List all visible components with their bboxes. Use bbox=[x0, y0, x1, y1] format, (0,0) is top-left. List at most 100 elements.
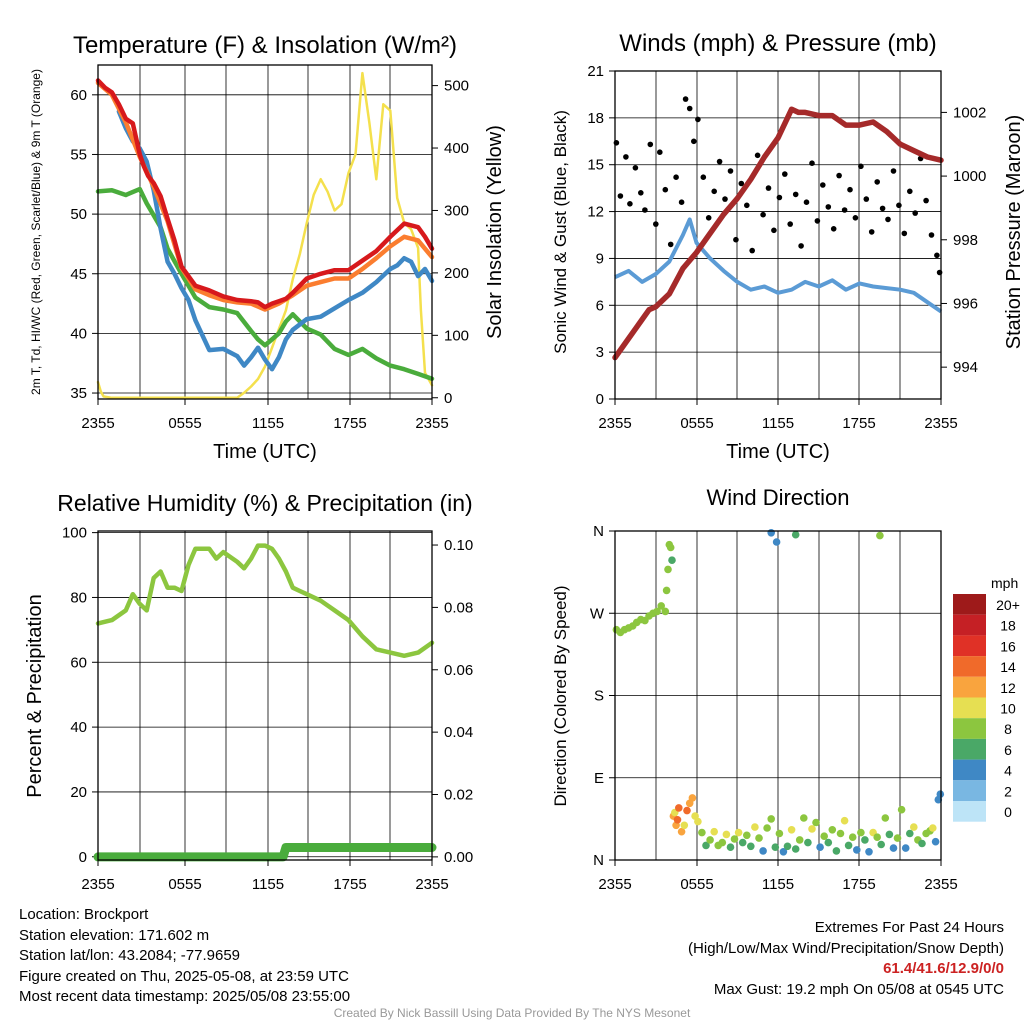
legend-swatch bbox=[953, 594, 986, 615]
y-tick-label: 3 bbox=[596, 344, 604, 361]
y-tick-label: 50 bbox=[70, 206, 87, 223]
plot-border bbox=[97, 64, 433, 400]
gust-point bbox=[879, 205, 886, 212]
gust-point bbox=[809, 160, 815, 166]
direction-point bbox=[889, 844, 898, 852]
direction-point bbox=[906, 829, 914, 838]
x-tick-label: 1155 bbox=[252, 876, 284, 893]
direction-point bbox=[677, 827, 686, 836]
y2-tick-label: 500 bbox=[444, 78, 469, 95]
gust-point bbox=[868, 229, 875, 235]
station-location: Location: Brockport bbox=[19, 906, 149, 923]
legend-label: 8 bbox=[1004, 721, 1012, 737]
gust-point bbox=[657, 149, 663, 155]
direction-point bbox=[918, 839, 926, 848]
gust-point bbox=[771, 227, 777, 234]
direction-point bbox=[901, 844, 910, 852]
legend-label: 20+ bbox=[996, 597, 1020, 613]
x-tick-label: 2355 bbox=[81, 415, 114, 432]
direction-point bbox=[664, 565, 672, 574]
direction-point bbox=[755, 834, 763, 842]
direction-point bbox=[662, 586, 671, 595]
direction-point bbox=[816, 843, 824, 851]
gust-point bbox=[727, 168, 734, 174]
y2-tick-label: 1000 bbox=[953, 168, 986, 185]
x-tick-label: 1755 bbox=[333, 415, 366, 432]
y-tick-label: N bbox=[593, 523, 604, 540]
direction-point bbox=[877, 840, 885, 849]
direction-point bbox=[680, 821, 689, 830]
y-tick-label: 55 bbox=[70, 146, 87, 163]
legend-swatch bbox=[953, 780, 986, 801]
gust-point bbox=[738, 180, 745, 187]
direction-point bbox=[775, 829, 784, 838]
credits-text: Created By Nick Bassill Using Data Provi… bbox=[333, 1006, 691, 1020]
direction-point bbox=[675, 804, 683, 812]
recent-data-timestamp: Most recent data timestamp: 2025/05/08 2… bbox=[19, 988, 351, 1005]
direction-point bbox=[730, 835, 739, 843]
gust-point bbox=[722, 196, 728, 202]
gust-point bbox=[836, 172, 842, 179]
direction-point bbox=[824, 838, 833, 847]
gust-point bbox=[760, 211, 766, 218]
y2-tick-label: 0.06 bbox=[444, 662, 473, 679]
direction-point bbox=[840, 816, 849, 825]
gust-point bbox=[711, 188, 717, 195]
y-tick-label: 21 bbox=[587, 63, 604, 80]
y2-tick-label: 0.10 bbox=[444, 537, 473, 554]
direction-point bbox=[783, 842, 792, 851]
direction-point bbox=[865, 848, 873, 856]
gust-point bbox=[847, 186, 853, 193]
series-line-relative-humidity bbox=[95, 543, 435, 659]
gust-point bbox=[678, 199, 685, 205]
direction-point bbox=[791, 530, 800, 539]
x-tick-label: 1155 bbox=[762, 415, 794, 432]
direction-point bbox=[751, 823, 759, 831]
x-tick-label: 0555 bbox=[680, 415, 713, 432]
y-tick-label: 40 bbox=[70, 325, 87, 342]
direction-point bbox=[771, 843, 780, 851]
direction-point bbox=[673, 816, 682, 824]
series-line-td bbox=[95, 186, 435, 381]
direction-point bbox=[791, 845, 800, 853]
gust-point bbox=[776, 194, 783, 201]
direction-point bbox=[820, 832, 828, 840]
series-line-2m-t bbox=[95, 78, 435, 310]
legend-title: mph bbox=[991, 575, 1018, 591]
direction-point bbox=[893, 834, 902, 842]
legend-swatch bbox=[953, 676, 986, 698]
y2-tick-label: 1002 bbox=[953, 104, 986, 121]
y2-tick-label: 200 bbox=[444, 265, 469, 282]
figure-created: Figure created on Thu, 2025-05-08, at 23… bbox=[19, 967, 349, 985]
x-tick-label: 1155 bbox=[252, 415, 284, 432]
direction-point bbox=[808, 825, 816, 833]
chart-title: Relative Humidity (%) & Precipitation (i… bbox=[57, 490, 472, 516]
gust-point bbox=[907, 188, 913, 195]
x-tick-label: 2355 bbox=[415, 876, 448, 893]
direction-point bbox=[929, 824, 937, 832]
y-tick-label: 45 bbox=[70, 266, 87, 283]
direction-point bbox=[873, 833, 881, 841]
direction-point bbox=[848, 833, 857, 841]
series-line-precipitation bbox=[93, 843, 437, 862]
gust-point bbox=[782, 171, 788, 177]
gust-point bbox=[691, 138, 697, 145]
legend-label: 4 bbox=[1004, 763, 1012, 779]
legend-swatch bbox=[953, 759, 986, 781]
gust-point bbox=[744, 202, 750, 209]
gust-point bbox=[841, 207, 848, 213]
direction-point bbox=[706, 836, 714, 844]
gust-point bbox=[638, 190, 644, 196]
y2-tick-label: 0.08 bbox=[444, 599, 473, 616]
plot-border bbox=[97, 530, 433, 861]
direction-point bbox=[698, 828, 706, 837]
x-tick-label: 2355 bbox=[924, 876, 957, 893]
gust-point bbox=[814, 218, 821, 224]
x-tick-label: 2355 bbox=[598, 415, 631, 432]
direction-point bbox=[688, 794, 697, 802]
legend-swatch bbox=[953, 635, 986, 657]
direction-point bbox=[722, 830, 731, 839]
gust-point bbox=[673, 174, 679, 180]
direction-point bbox=[763, 824, 771, 832]
x-tick-label: 1155 bbox=[762, 876, 794, 893]
